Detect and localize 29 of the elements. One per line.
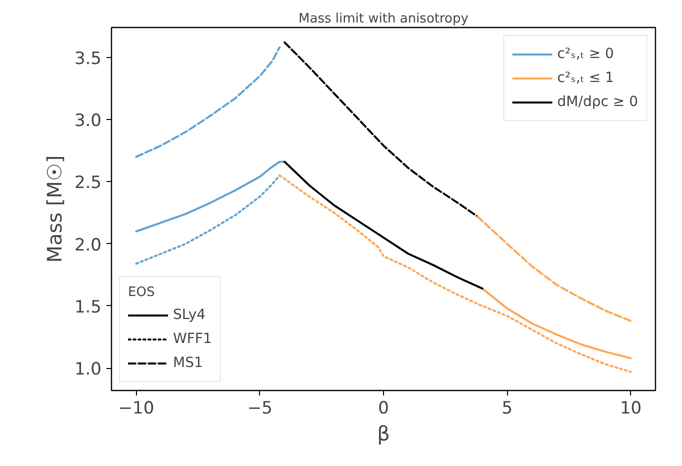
line-series (476, 215, 632, 322)
legend-title: EOS (128, 285, 156, 300)
line-series (135, 46, 281, 158)
y-tick-label: 2.0 (74, 235, 102, 256)
line-series (284, 160, 484, 290)
x-tick-label: −10 (118, 398, 154, 418)
y-tick-label: 1.5 (74, 297, 102, 318)
legend-label: MS1 (173, 355, 203, 371)
x-axis-title: β (377, 422, 390, 446)
y-tick-label: 1.0 (74, 360, 102, 380)
line-series (278, 174, 632, 373)
y-tick-label: 2.5 (74, 173, 102, 194)
y-tick-label: 3.5 (74, 48, 102, 69)
line-series (135, 174, 281, 265)
legend-label: SLy4 (173, 307, 206, 323)
line-series (135, 160, 286, 232)
x-tick-label: 0 (378, 398, 389, 418)
chart-title: Mass limit with anisotropy (298, 12, 469, 26)
x-tick-label: −5 (247, 398, 272, 418)
x-tick-label: 5 (502, 398, 513, 418)
legend-label: c²ₛ,ₜ ≤ 1 (557, 70, 614, 86)
legend-label: c²ₛ,ₜ ≥ 0 (557, 46, 614, 62)
legend-label: dM/dρc ≥ 0 (557, 94, 638, 110)
line-series (284, 41, 478, 218)
legend-label: WFF1 (173, 331, 212, 347)
y-tick-label: 3.0 (74, 110, 102, 131)
line-series (481, 288, 632, 360)
x-tick-label: 10 (620, 398, 642, 418)
y-axis-title: Mass [M☉] (42, 155, 66, 263)
